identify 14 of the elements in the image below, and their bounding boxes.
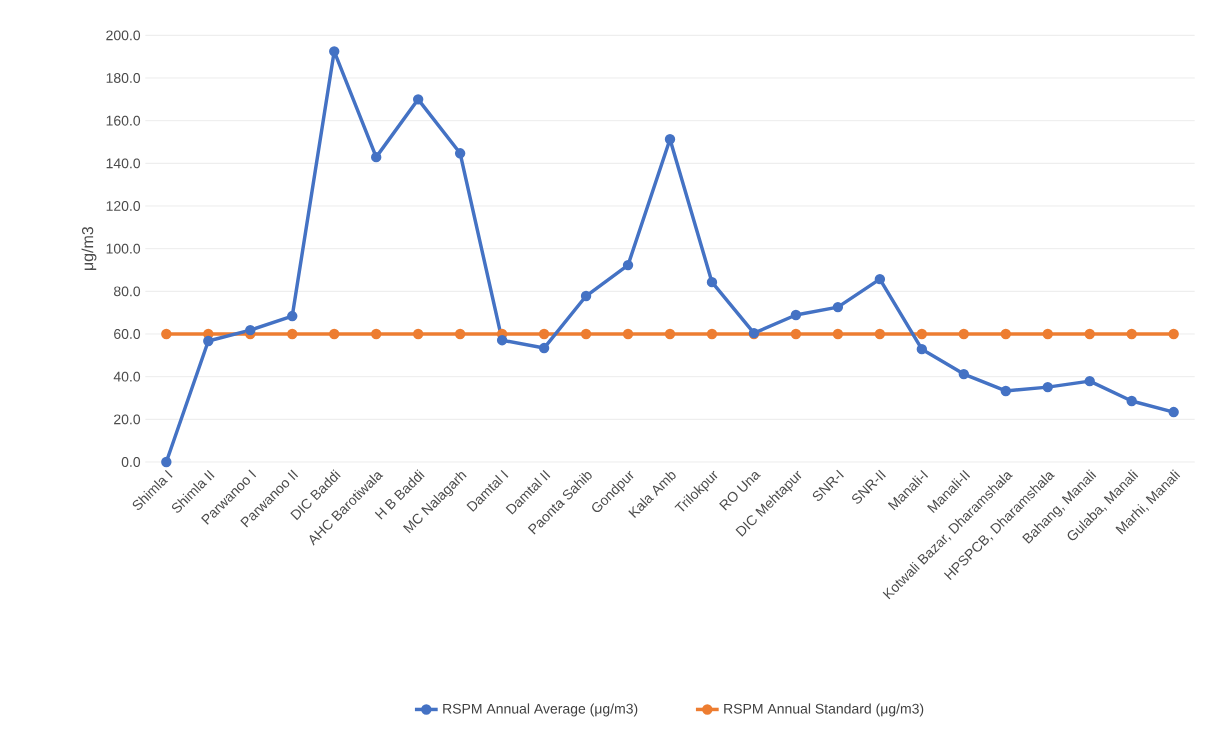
y-tick-label: 0.0 xyxy=(121,457,141,467)
y-tick-label: 120.0 xyxy=(106,201,141,211)
y-tick-label: 60.0 xyxy=(114,329,141,339)
y-axis-title: μg/m3 xyxy=(81,226,97,270)
y-tick-label: 20.0 xyxy=(114,414,141,425)
y-tick-label: 140.0 xyxy=(106,158,141,169)
y-tick-label: 200.0 xyxy=(106,30,141,41)
y-tick-label: 160.0 xyxy=(106,115,141,126)
y-tick-label: 180.0 xyxy=(106,73,141,83)
y-tick-label: 40.0 xyxy=(113,371,141,382)
y-tick-label: 100.0 xyxy=(106,243,141,254)
y-tick-label: 80.0 xyxy=(113,286,141,297)
legend-label: RSPM Annual Average (μg/m3) xyxy=(443,703,638,717)
legend-label: RSPM Annual Standard (μg/m3) xyxy=(724,703,924,717)
